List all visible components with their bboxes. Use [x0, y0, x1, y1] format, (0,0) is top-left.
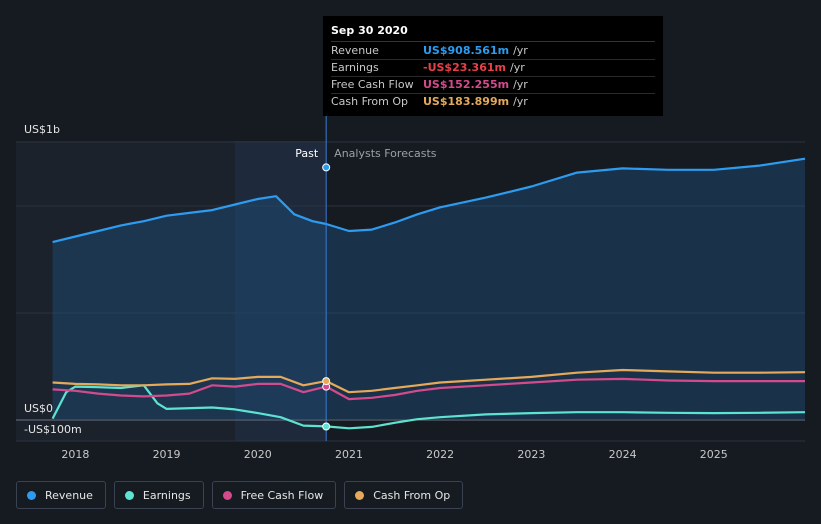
past-label: Past	[295, 147, 319, 160]
tooltip-row-revenue: Revenue US$908.561m /yr	[331, 43, 655, 60]
tooltip-label: Free Cash Flow	[331, 78, 414, 91]
x-tick-label: 2020	[244, 448, 272, 461]
tooltip-unit: /yr	[509, 61, 525, 74]
x-tick-label: 2019	[153, 448, 181, 461]
x-tick-label: 2022	[426, 448, 454, 461]
legend-dot-icon	[27, 490, 36, 500]
series-line-fcf	[52, 377, 805, 401]
legend-item-earnings[interactable]: Earnings	[113, 481, 204, 509]
tooltip-unit: /yr	[513, 78, 528, 91]
chart-legend: Revenue Earnings Free Cash Flow Cash Fro…	[16, 481, 471, 509]
x-tick-label: 2018	[61, 448, 89, 461]
hover-tooltip: Sep 30 2020 Revenue US$908.561m /yr Earn…	[323, 16, 663, 116]
y-tick-label: US$1b	[24, 123, 60, 136]
tooltip-label: Revenue	[331, 44, 379, 57]
tooltip-value: US$152.255m	[423, 78, 510, 91]
revenue-area	[52, 158, 806, 420]
tooltip-label: Earnings	[331, 61, 379, 74]
x-tick-label: 2021	[335, 448, 363, 461]
legend-item-free-cash-flow[interactable]: Free Cash Flow	[211, 481, 337, 509]
marker-earnings	[322, 422, 331, 431]
legend-item-revenue[interactable]: Revenue	[16, 481, 106, 509]
tooltip-row-fcf: Free Cash Flow US$152.255m /yr	[331, 77, 655, 94]
tooltip-value: -US$23.361m	[423, 61, 506, 74]
tooltip-value: US$183.899m	[423, 95, 510, 108]
tooltip-row-cfo: Cash From Op US$183.899m /yr	[331, 94, 655, 110]
legend-dot-icon	[124, 490, 134, 500]
tooltip-unit: /yr	[513, 95, 528, 108]
series-line-cfo	[52, 368, 806, 394]
legend-label: Free Cash Flow	[240, 488, 324, 502]
y-tick-label: US$0	[24, 402, 53, 415]
x-tick-label: 2024	[609, 448, 637, 461]
legend-label: Cash From Op	[373, 488, 451, 502]
tooltip-date: Sep 30 2020	[331, 24, 655, 42]
tooltip-unit: /yr	[513, 44, 528, 57]
y-tick-label: -US$100m	[24, 423, 82, 436]
legend-dot-icon	[355, 490, 365, 500]
x-tick-label: 2025	[700, 448, 728, 461]
tooltip-label: Cash From Op	[331, 95, 409, 108]
legend-dot-icon	[222, 490, 232, 500]
marker-cfo	[322, 377, 331, 386]
legend-label: Earnings	[142, 488, 191, 502]
legend-label: Revenue	[45, 488, 93, 502]
forecast-label: Analysts Forecasts	[334, 147, 437, 160]
tooltip-value: US$908.561m	[423, 44, 510, 57]
x-tick-label: 2023	[517, 448, 545, 461]
marker-revenue	[322, 163, 331, 172]
legend-item-cash-from-op[interactable]: Cash From Op	[344, 481, 464, 509]
tooltip-row-earnings: Earnings -US$23.361m /yr	[331, 60, 655, 77]
